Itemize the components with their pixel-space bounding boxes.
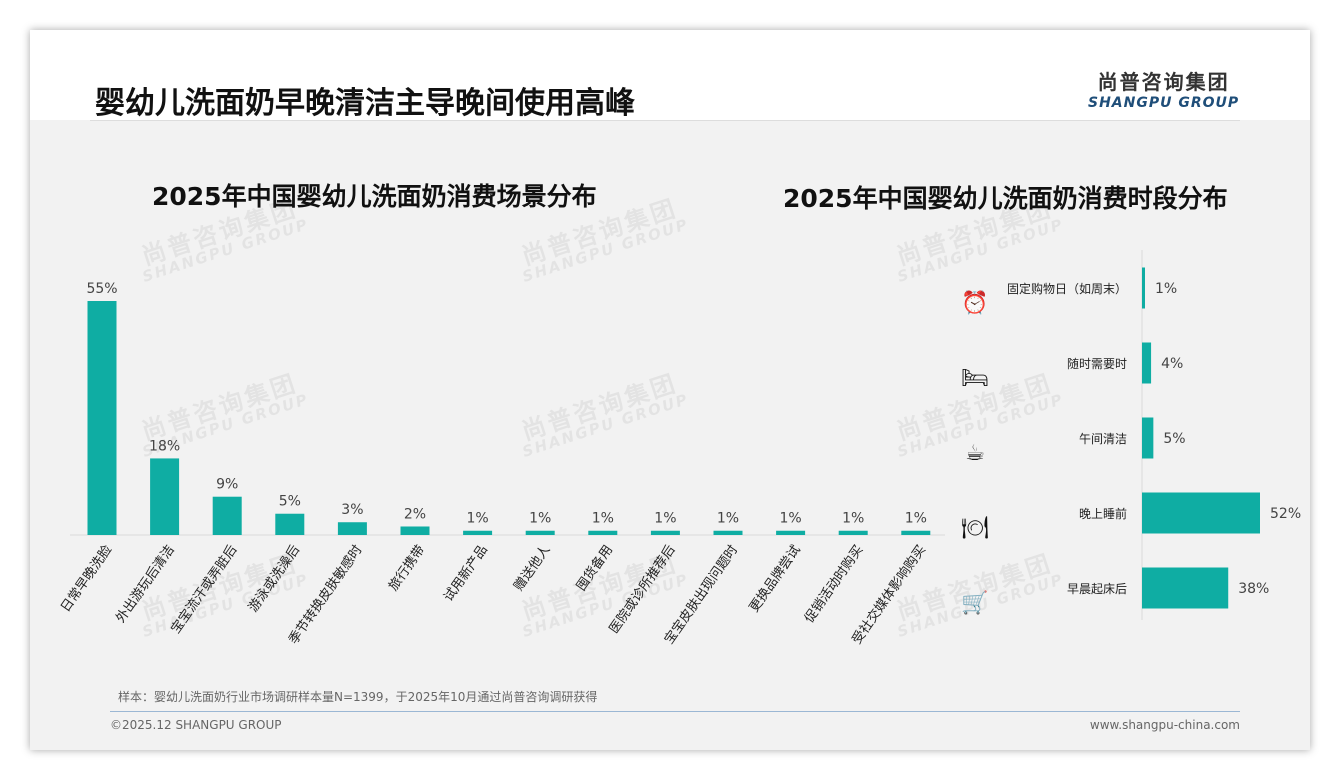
- bar: [1142, 492, 1260, 534]
- data-label: 1%: [779, 511, 801, 527]
- x-tick-label: 宝宝流汗或弄脏后: [169, 543, 241, 637]
- bar: [87, 301, 117, 535]
- slide: 婴幼儿洗面奶早晚清洁主导晚间使用高峰 尚普咨询集团 SHANGPU GROUP …: [30, 30, 1310, 750]
- data-label: 1%: [905, 511, 927, 527]
- bar: [588, 530, 618, 535]
- data-label: 38%: [1238, 581, 1269, 597]
- alarm-clock-icon: ⏰: [961, 289, 988, 316]
- logo-en: SHANGPU GROUP: [1088, 95, 1240, 111]
- x-tick-label: 赠送他人: [511, 543, 553, 594]
- x-tick-label: 旅行携带: [385, 542, 428, 594]
- data-label: 1%: [654, 511, 676, 527]
- y-tick-label: 午间清洁: [1079, 432, 1127, 446]
- bar: [525, 530, 555, 535]
- bar: [650, 530, 680, 535]
- x-tick-label: 促销活动时购买: [801, 542, 866, 626]
- data-label: 1%: [466, 511, 488, 527]
- sample-note: 样本：婴幼儿洗面奶行业市场调研样本量N=1399，于2025年10月通过尚普咨询…: [118, 690, 598, 704]
- data-label: 18%: [149, 438, 180, 454]
- x-tick-label: 外出游玩后清洁: [113, 543, 177, 626]
- data-label: 1%: [1155, 281, 1177, 297]
- bed-icon: 🛏: [961, 366, 989, 391]
- y-tick-label: 随时需要时: [1067, 356, 1127, 371]
- data-label: 4%: [1161, 356, 1183, 372]
- x-tick-label: 宝宝皮肤出现问题时: [662, 543, 741, 647]
- data-label: 5%: [279, 494, 301, 510]
- logo-cn: 尚普咨询集团: [1097, 70, 1230, 94]
- plate-cutlery-icon: 🍽: [961, 516, 989, 541]
- bar: [337, 522, 367, 535]
- bar: [1142, 567, 1229, 609]
- data-label: 2%: [404, 506, 426, 522]
- divider: [90, 120, 1240, 121]
- bar: [1142, 342, 1152, 384]
- data-label: 1%: [842, 511, 864, 527]
- bar: [150, 458, 180, 535]
- data-label: 5%: [1163, 431, 1185, 447]
- data-label: 3%: [341, 502, 363, 518]
- bar: [1142, 417, 1154, 459]
- x-tick-label: 医院或诊所推荐后: [607, 543, 679, 637]
- bar: [901, 530, 931, 535]
- header: [30, 30, 1310, 120]
- x-tick-label: 试用新产品: [440, 542, 490, 604]
- bar: [838, 530, 868, 535]
- data-label: 55%: [86, 281, 117, 297]
- bar: [275, 513, 305, 535]
- bar: [400, 526, 430, 535]
- data-label: 1%: [717, 511, 739, 527]
- right-chart-title: 2025年中国婴幼儿洗面奶消费时段分布: [783, 184, 1228, 213]
- page-title: 婴幼儿洗面奶早晚清洁主导晚间使用高峰: [95, 86, 635, 121]
- data-label: 9%: [216, 477, 238, 493]
- y-tick-label: 固定购物日（如周末）: [1007, 281, 1127, 296]
- copyright: ©2025.12 SHANGPU GROUP: [110, 718, 282, 732]
- coffee-cup-icon: ☕: [965, 441, 985, 466]
- x-tick-label: 日常早晚洗脸: [58, 543, 115, 616]
- data-label: 1%: [529, 511, 551, 527]
- left-chart-title: 2025年中国婴幼儿洗面奶消费场景分布: [152, 182, 597, 211]
- x-tick-label: 游泳或洗澡后: [246, 543, 303, 616]
- bar: [212, 496, 242, 535]
- bar: [713, 530, 743, 535]
- logo: 尚普咨询集团 SHANGPU GROUP: [1088, 66, 1239, 111]
- shopping-cart-icon: 🛒: [961, 590, 988, 616]
- data-label: 1%: [592, 511, 614, 527]
- bar: [463, 530, 493, 535]
- data-label: 52%: [1270, 506, 1301, 522]
- y-tick-label: 早晨起床后: [1067, 582, 1127, 596]
- bar: [776, 530, 806, 535]
- x-tick-label: 更换品牌尝试: [746, 542, 804, 615]
- website-link[interactable]: www.shangpu-china.com: [1089, 718, 1240, 732]
- footer-divider: [110, 711, 1240, 712]
- y-tick-label: 晚上睡前: [1079, 506, 1127, 521]
- bar: [1142, 267, 1145, 309]
- x-tick-label: 囤货备用: [573, 542, 616, 594]
